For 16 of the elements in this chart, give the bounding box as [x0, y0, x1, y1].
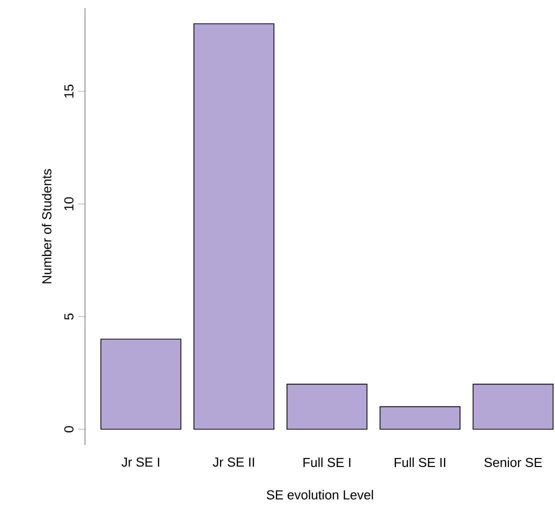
y-tick-label: 5: [64, 314, 74, 320]
bar: [472, 384, 554, 430]
y-tick-label: 10: [64, 197, 74, 210]
x-tick-label: Full SE II: [394, 458, 446, 468]
x-tick-label: Jr SE I: [122, 458, 160, 467]
bar: [286, 384, 368, 430]
x-tick-label: Senior SE: [484, 458, 542, 468]
y-axis-title: Number of Students: [42, 169, 52, 284]
bar: [193, 23, 274, 430]
x-axis-title: SE evolution Level: [266, 490, 373, 500]
x-tick-label: Jr SE II: [212, 458, 254, 467]
y-tick-label: 15: [64, 84, 74, 98]
bar: [100, 338, 182, 430]
bar: [380, 406, 460, 430]
x-tick-label: Full SE I: [303, 458, 350, 468]
y-tick-label: 0: [64, 426, 74, 432]
